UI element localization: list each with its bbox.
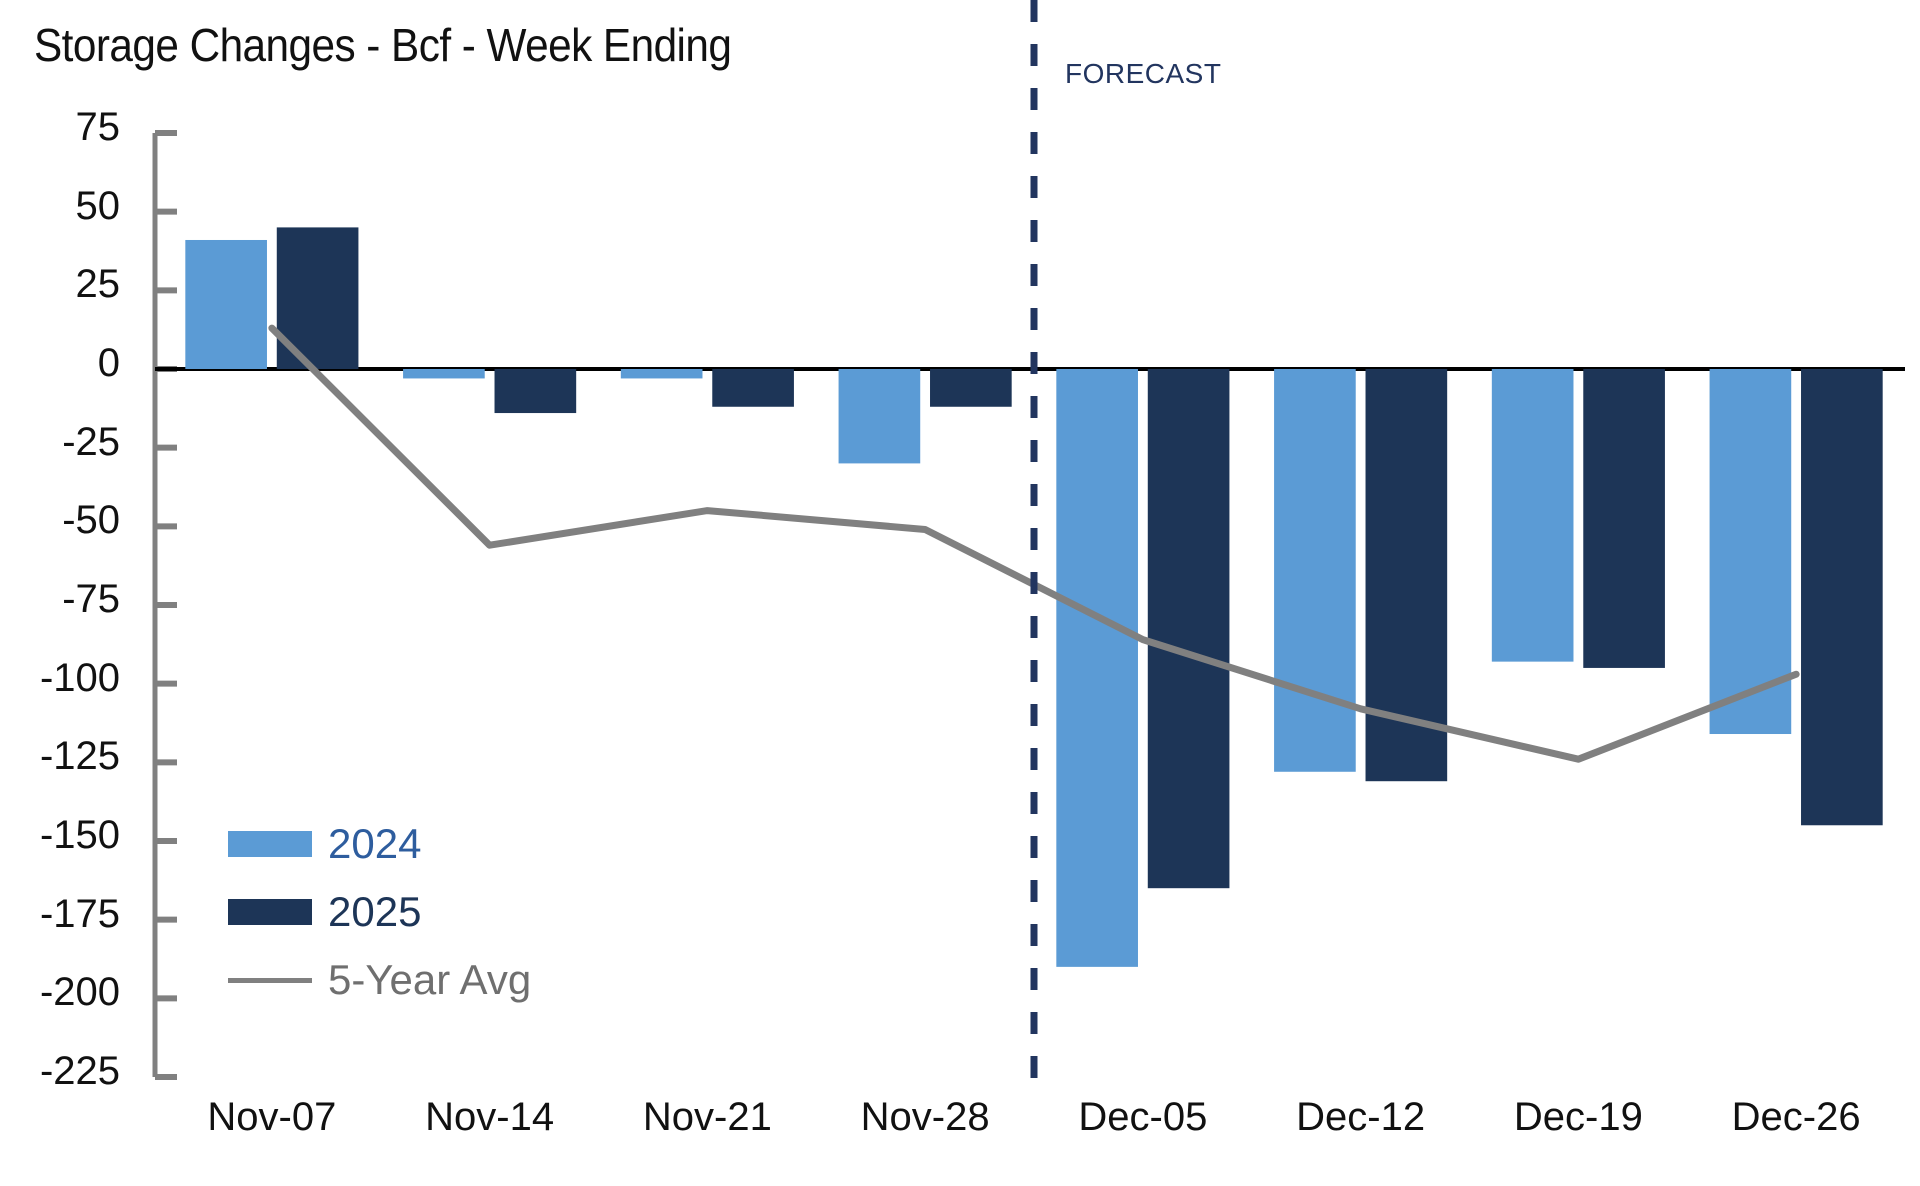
legend-label-2024: 2024	[328, 820, 422, 867]
legend-item-5-year-avg: 5-Year Avg	[228, 946, 531, 1014]
y-axis-tick-label: -100	[39, 655, 120, 700]
y-axis-tick-label: -50	[62, 498, 120, 543]
y-axis-tick-label: 50	[75, 183, 121, 228]
bar-2024	[1709, 369, 1792, 735]
x-axis-tick-label: Dec-05	[1078, 1095, 1208, 1139]
y-axis-tick-label: -125	[39, 734, 120, 779]
forecast-annotation-label: FORECAST	[1065, 58, 1222, 89]
bar-2025	[494, 369, 577, 414]
x-axis-tick-label: Dec-19	[1513, 1095, 1643, 1139]
y-axis-tick-label: -175	[39, 891, 120, 936]
bar-2025	[930, 369, 1012, 407]
x-axis-tick-label: Nov-28	[860, 1095, 990, 1139]
x-axis-tick-label: Dec-26	[1731, 1095, 1861, 1139]
legend-label-5-year-avg: 5-Year Avg	[328, 956, 532, 1003]
y-axis-tick-label: 75	[75, 105, 121, 149]
y-axis-tick-label: 25	[75, 262, 121, 307]
legend-label-2025: 2025	[328, 888, 422, 935]
chart-legend: 2024 2025 5-Year Avg	[228, 810, 531, 1014]
x-axis-tick-label: Nov-07	[207, 1095, 337, 1139]
y-axis-tick-label: -75	[62, 577, 120, 621]
bar-2025	[712, 369, 794, 407]
legend-swatch-2024	[228, 831, 312, 857]
legend-item-2025: 2025	[228, 878, 531, 946]
bar-2024	[1274, 369, 1356, 772]
bar-2024	[838, 369, 921, 464]
legend-line-5-year-avg	[228, 967, 312, 993]
x-axis-tick-label: Nov-14	[425, 1095, 555, 1139]
legend-swatch-2025	[228, 899, 312, 925]
legend-line-swatch	[228, 978, 312, 983]
bar-2025	[1147, 369, 1230, 889]
y-axis-tick-label: 0	[97, 341, 120, 385]
y-axis-tick-label: -150	[39, 813, 120, 857]
bar-2025	[1801, 369, 1883, 826]
legend-item-2024: 2024	[228, 810, 531, 878]
bar-2025	[1583, 369, 1665, 668]
bar-2024	[620, 369, 703, 379]
bar-2024	[185, 239, 267, 369]
bar-2024	[1056, 369, 1138, 967]
y-axis-tick-label: -200	[39, 970, 120, 1015]
bar-2024	[1491, 369, 1574, 662]
bar-2024	[403, 369, 485, 379]
chart-title: Storage Changes - Bcf - Week Ending	[34, 19, 732, 71]
y-axis-tick-label: -25	[62, 419, 120, 464]
x-axis-tick-label: Nov-21	[642, 1095, 772, 1139]
y-axis-tick-label: -225	[39, 1049, 120, 1093]
x-axis-tick-label: Dec-12	[1296, 1095, 1426, 1139]
